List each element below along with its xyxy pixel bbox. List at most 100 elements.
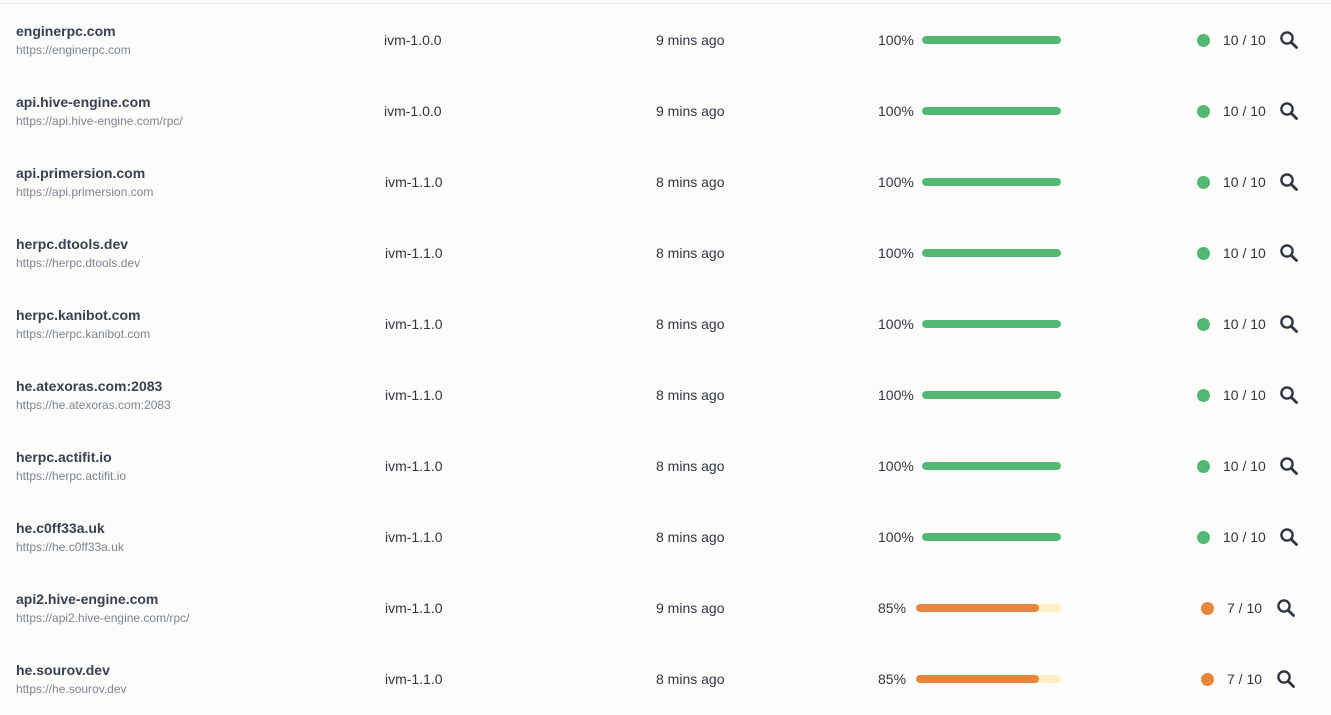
search-icon[interactable] — [1279, 385, 1299, 405]
uptime-percent: 100% — [878, 529, 914, 545]
search-icon[interactable] — [1279, 172, 1299, 192]
table-row: api2.hive-engine.com https://api2.hive-e… — [0, 573, 1331, 644]
node-name: herpc.actifit.io — [16, 449, 112, 465]
search-icon[interactable] — [1276, 669, 1296, 689]
node-url: https://herpc.kanibot.com — [16, 327, 151, 341]
node-name: herpc.dtools.dev — [16, 236, 129, 252]
table-row: api.hive-engine.com https://api.hive-eng… — [0, 76, 1331, 147]
node-version: ivm-1.1.0 — [385, 458, 443, 474]
uptime-bar — [916, 604, 1061, 612]
uptime-bar-fill — [922, 320, 1061, 328]
node-url: https://he.c0ff33a.uk — [16, 540, 124, 554]
last-updated: 8 mins ago — [656, 316, 725, 332]
table-row: he.sourov.dev https://he.sourov.dev ivm-… — [0, 644, 1331, 715]
health-score: 10 / 10 — [1223, 458, 1266, 474]
uptime-bar — [922, 462, 1061, 470]
uptime-bar — [922, 391, 1061, 399]
health-score: 10 / 10 — [1223, 32, 1266, 48]
node-name: he.c0ff33a.uk — [16, 520, 105, 536]
status-dot — [1197, 318, 1210, 331]
uptime-percent: 100% — [878, 387, 914, 403]
health-score: 10 / 10 — [1223, 387, 1266, 403]
status-dot — [1197, 460, 1210, 473]
last-updated: 8 mins ago — [656, 245, 725, 261]
health-score: 10 / 10 — [1223, 529, 1266, 545]
search-icon[interactable] — [1279, 314, 1299, 334]
uptime-bar — [922, 533, 1061, 541]
uptime-bar-fill — [916, 675, 1040, 683]
last-updated: 8 mins ago — [656, 387, 725, 403]
table-row: herpc.kanibot.com https://herpc.kanibot.… — [0, 289, 1331, 360]
node-name: he.atexoras.com:2083 — [16, 378, 163, 394]
search-icon[interactable] — [1276, 598, 1296, 618]
search-icon[interactable] — [1279, 30, 1299, 50]
status-dot — [1201, 602, 1214, 615]
node-version: ivm-1.1.0 — [385, 671, 443, 687]
uptime-bar-fill — [922, 178, 1061, 186]
table-row: herpc.dtools.dev https://herpc.dtools.de… — [0, 218, 1331, 289]
uptime-bar — [922, 107, 1061, 115]
status-dot — [1197, 247, 1210, 260]
node-url: https://herpc.dtools.dev — [16, 256, 141, 270]
node-version: ivm-1.1.0 — [385, 174, 443, 190]
table-row: he.atexoras.com:2083 https://he.atexoras… — [0, 360, 1331, 431]
last-updated: 9 mins ago — [656, 32, 725, 48]
node-name: he.sourov.dev — [16, 662, 110, 678]
node-url: https://he.atexoras.com:2083 — [16, 398, 171, 412]
node-name: enginerpc.com — [16, 23, 116, 39]
health-score: 10 / 10 — [1223, 103, 1266, 119]
node-name: herpc.kanibot.com — [16, 307, 141, 323]
table-row: herpc.actifit.io https://herpc.actifit.i… — [0, 431, 1331, 502]
search-icon[interactable] — [1279, 456, 1299, 476]
last-updated: 8 mins ago — [656, 529, 725, 545]
uptime-percent: 100% — [878, 458, 914, 474]
node-version: ivm-1.1.0 — [385, 600, 443, 616]
node-url: https://herpc.actifit.io — [16, 469, 127, 483]
node-name: api2.hive-engine.com — [16, 591, 159, 607]
status-dot — [1197, 389, 1210, 402]
uptime-bar — [922, 320, 1061, 328]
status-dot — [1197, 34, 1210, 47]
search-icon[interactable] — [1279, 243, 1299, 263]
status-dot — [1197, 176, 1210, 189]
last-updated: 8 mins ago — [656, 671, 725, 687]
uptime-percent: 100% — [878, 32, 914, 48]
table-row: enginerpc.com https://enginerpc.com ivm-… — [0, 5, 1331, 76]
uptime-bar-fill — [922, 533, 1061, 541]
uptime-bar-fill — [922, 462, 1061, 470]
node-url: https://enginerpc.com — [16, 43, 131, 57]
node-url: https://he.sourov.dev — [16, 682, 127, 696]
uptime-bar-fill — [922, 36, 1061, 44]
node-url: https://api.hive-engine.com/rpc/ — [16, 114, 183, 128]
health-score: 10 / 10 — [1223, 316, 1266, 332]
last-updated: 9 mins ago — [656, 600, 725, 616]
uptime-percent: 100% — [878, 174, 914, 190]
node-url: https://api.primersion.com — [16, 185, 154, 199]
uptime-percent: 100% — [878, 103, 914, 119]
node-version: ivm-1.1.0 — [385, 529, 443, 545]
uptime-percent: 85% — [878, 671, 907, 687]
health-score: 7 / 10 — [1227, 671, 1263, 687]
node-version: ivm-1.0.0 — [384, 103, 442, 119]
last-updated: 8 mins ago — [656, 174, 725, 190]
uptime-percent: 85% — [878, 600, 907, 616]
uptime-percent: 100% — [878, 245, 914, 261]
uptime-bar-fill — [922, 107, 1061, 115]
uptime-bar — [922, 178, 1061, 186]
table-top-border — [0, 3, 1331, 4]
node-name: api.hive-engine.com — [16, 94, 151, 110]
node-version: ivm-1.1.0 — [385, 387, 443, 403]
table-row: he.c0ff33a.uk https://he.c0ff33a.uk ivm-… — [0, 502, 1331, 573]
uptime-bar — [922, 249, 1061, 257]
health-score: 7 / 10 — [1227, 600, 1263, 616]
node-name: api.primersion.com — [16, 165, 146, 181]
uptime-percent: 100% — [878, 316, 914, 332]
status-dot — [1197, 105, 1210, 118]
uptime-bar — [916, 675, 1061, 683]
uptime-bar-fill — [922, 249, 1061, 257]
last-updated: 9 mins ago — [656, 103, 725, 119]
last-updated: 8 mins ago — [656, 458, 725, 474]
search-icon[interactable] — [1279, 101, 1299, 121]
search-icon[interactable] — [1279, 527, 1299, 547]
uptime-bar — [922, 36, 1061, 44]
